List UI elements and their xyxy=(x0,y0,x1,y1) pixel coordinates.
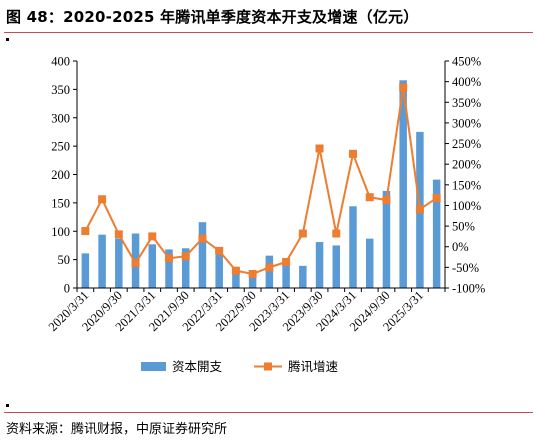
bar-series xyxy=(81,80,441,288)
bar-2024/9/30 xyxy=(382,190,391,288)
y-right-tick-label: 350% xyxy=(452,96,481,110)
growth-marker-2022/6/30 xyxy=(231,266,240,275)
bar-2020/6/30 xyxy=(98,234,106,288)
growth-marker-2020/6/30 xyxy=(98,195,107,204)
growth-marker-2024/3/31 xyxy=(349,149,357,158)
bar-2020/9/30 xyxy=(115,238,123,288)
growth-marker-2022/3/31 xyxy=(215,246,224,255)
y-left-tick-label: 150 xyxy=(51,196,70,210)
bar-2021/9/30 xyxy=(181,248,190,288)
bar-2022/3/31 xyxy=(215,249,223,288)
bar-2023/12/31 xyxy=(332,245,341,288)
growth-marker-2023/9/30 xyxy=(315,144,324,153)
bar-2023/9/30 xyxy=(315,242,324,288)
y-right-tick-label: 250% xyxy=(452,137,481,151)
source-divider xyxy=(4,412,533,413)
growth-marker-2021/12/31 xyxy=(198,234,207,243)
growth-marker-2021/6/30 xyxy=(165,254,173,263)
legend-swatch-bar xyxy=(141,362,166,371)
y-right-tick-label: 50% xyxy=(452,220,475,234)
y-right-tick-label: 100% xyxy=(452,199,481,213)
legend-label-bar: 资本開支 xyxy=(172,359,223,374)
growth-marker-2021/3/31 xyxy=(148,232,157,241)
growth-marker-2020/9/30 xyxy=(114,230,123,239)
growth-marker-2023/3/31 xyxy=(282,257,291,266)
growth-line-series xyxy=(81,83,441,278)
growth-marker-2023/12/31 xyxy=(332,229,341,238)
y-left-tick-label: 300 xyxy=(51,111,70,125)
legend-swatch-marker xyxy=(264,362,272,371)
legend: 资本開支 腾讯增速 xyxy=(141,359,339,374)
bullet-dot-top xyxy=(6,38,9,41)
y-right-tick-label: 450% xyxy=(452,55,481,69)
y-right-tick-label: 150% xyxy=(452,178,481,192)
y-right-tick-label: 0% xyxy=(452,240,469,254)
y-right-tick-label: 200% xyxy=(452,158,481,172)
source-note: 资料来源：腾讯财报，中原证券研究所 xyxy=(6,422,228,437)
x-axis-labels: 2020/3/312020/9/302021/3/312021/9/302022… xyxy=(46,288,426,334)
chart-title: 图 48：2020-2025 年腾讯单季度资本开支及增速（亿元） xyxy=(6,8,419,26)
y-right-tick-label: -100% xyxy=(452,282,485,296)
bar-2024/12/31 xyxy=(399,80,407,288)
y-right-tick-label: -50% xyxy=(452,261,479,275)
y-left-tick-label: 200 xyxy=(51,168,70,182)
growth-marker-2020/3/31 xyxy=(81,227,90,236)
y-right-tick-label: 400% xyxy=(452,75,481,89)
title-divider xyxy=(4,32,533,33)
bar-2024/3/31 xyxy=(349,206,357,288)
y-left-tick-label: 50 xyxy=(58,253,71,267)
growth-marker-2024/9/30 xyxy=(382,196,391,205)
growth-marker-2025/6/30 xyxy=(432,194,441,203)
bar-2022/9/30 xyxy=(248,273,257,288)
bar-2023/6/30 xyxy=(299,265,307,288)
growth-marker-2024/6/30 xyxy=(365,193,374,202)
growth-marker-2020/12/31 xyxy=(131,259,140,268)
y-left-tick-label: 0 xyxy=(64,282,70,296)
growth-marker-2024/12/31 xyxy=(399,83,408,92)
bar-2024/6/30 xyxy=(365,238,374,288)
y-left-tick-label: 400 xyxy=(51,55,70,69)
bar-2021/12/31 xyxy=(198,222,207,288)
growth-line xyxy=(84,87,438,276)
y-left-tick-label: 350 xyxy=(51,83,70,97)
growth-marker-2021/9/30 xyxy=(181,252,190,261)
growth-marker-2025/3/31 xyxy=(415,205,424,214)
growth-marker-2022/9/30 xyxy=(248,269,257,278)
growth-marker-2022/12/31 xyxy=(265,263,274,272)
legend-label-line: 腾讯增速 xyxy=(288,359,339,374)
bar-2021/6/30 xyxy=(165,249,173,288)
bar-2023/3/31 xyxy=(282,263,290,288)
bar-2025/6/30 xyxy=(432,179,441,288)
axes: 0 50 100 150 200 250 300 350 400 -100% -50% 0% 50% 10… xyxy=(51,55,485,296)
bar-2022/6/30 xyxy=(232,268,240,288)
bar-2020/3/31 xyxy=(81,253,90,288)
y-right-tick-label: 300% xyxy=(452,116,481,130)
y-left-tick-label: 250 xyxy=(51,140,70,154)
bar-2022/12/31 xyxy=(265,255,274,288)
y-left-tick-label: 100 xyxy=(51,225,70,239)
growth-marker-2023/6/30 xyxy=(298,229,307,238)
bar-2021/3/31 xyxy=(148,244,157,288)
bullet-dot-bottom xyxy=(6,404,9,407)
